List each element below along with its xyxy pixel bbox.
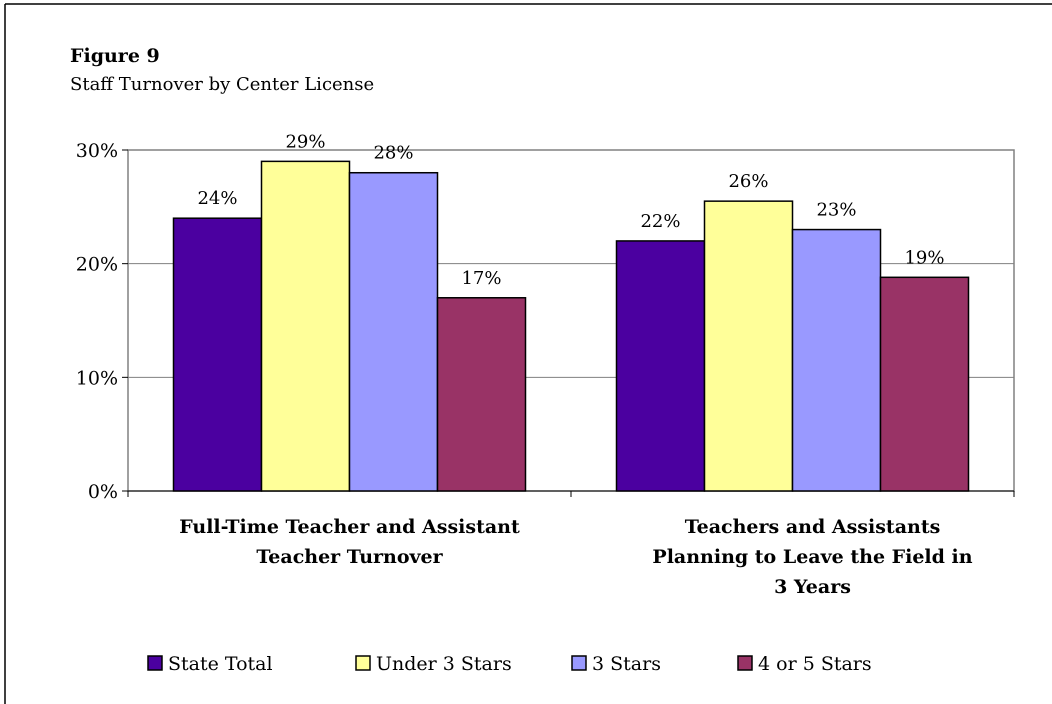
bar [172, 217, 263, 492]
y-tick-label: 10% [76, 367, 118, 389]
data-label: 23% [816, 200, 856, 221]
bar [791, 228, 882, 492]
bar [260, 160, 351, 492]
chart-title: Figure 9 [70, 45, 160, 67]
data-label: 24% [197, 188, 237, 209]
legend-swatch [737, 655, 753, 671]
y-tick-label: 20% [76, 254, 118, 276]
data-label: 17% [461, 268, 501, 289]
legend-label: 3 Stars [592, 653, 661, 675]
bar [879, 276, 970, 492]
bar [703, 200, 794, 492]
bar [615, 240, 706, 492]
legend-label: State Total [168, 653, 273, 675]
data-label: 29% [285, 131, 325, 152]
data-label: 28% [373, 143, 413, 164]
legend-label: 4 or 5 Stars [758, 653, 872, 675]
data-label: 19% [904, 247, 944, 268]
y-tick-label: 30% [76, 140, 118, 162]
data-label: 26% [728, 171, 768, 192]
legend-label: Under 3 Stars [376, 653, 512, 675]
x-category-label: Full-Time Teacher and Assistant Teacher … [179, 516, 520, 568]
y-tick-label: 0% [88, 481, 118, 503]
data-label: 22% [640, 211, 680, 232]
bar [348, 171, 439, 492]
bar [436, 297, 527, 492]
legend-swatch [571, 655, 587, 671]
chart-subtitle: Staff Turnover by Center License [70, 74, 374, 95]
legend-swatch [147, 655, 163, 671]
x-category-label: Teachers and Assistants Planning to Leav… [652, 516, 973, 598]
legend-swatch [355, 655, 371, 671]
